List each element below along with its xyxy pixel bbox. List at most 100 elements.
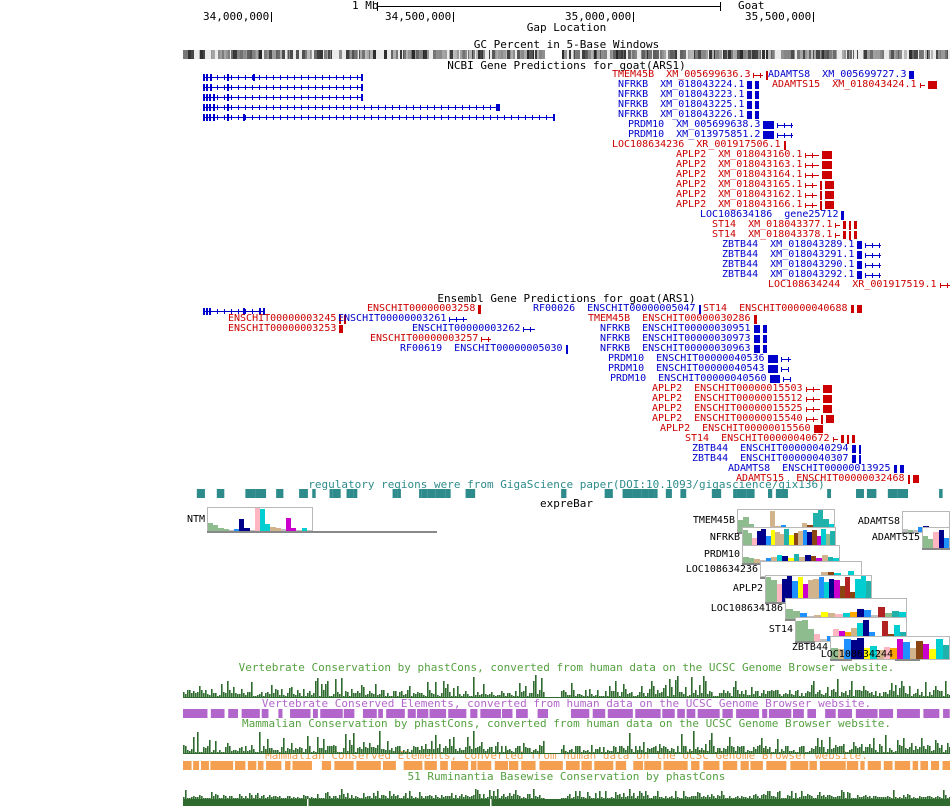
gene-entry-APLP2[interactable]: APLP2 ENSCHIT00000015525 (652, 404, 832, 414)
gene-entry-ADAMTS8[interactable]: ADAMTS8 XM_005699727.3 (768, 70, 915, 80)
exprebar-chart-PRDM10[interactable] (742, 545, 840, 564)
mammalian-conservation-track[interactable] (183, 731, 950, 754)
gene-entry-ZBTB44[interactable]: ZBTB44 XM_018043292.1 (722, 270, 882, 280)
gene-model-structure[interactable] (203, 308, 265, 316)
gene-entry-LOC108634236[interactable]: LOC108634236 XR_001917506.1 (612, 140, 786, 150)
gene-entry-ZBTB44[interactable]: ZBTB44 XM_018043291.1 (722, 250, 882, 260)
vertebrate-elements-track[interactable] (183, 709, 950, 718)
gene-entry-APLP2[interactable]: APLP2 XM_018043166.1 (676, 200, 835, 210)
gene-model-structure[interactable] (203, 104, 500, 112)
gene-entry-TMEM45B[interactable]: TMEM45B XM_005699636.3 (612, 70, 769, 80)
gene-entry-APLP2[interactable]: APLP2 XM_018043163.1 (676, 160, 833, 170)
regulatory-regions-title[interactable]: regulatory regions were from GigaScience… (308, 478, 825, 491)
ruler[interactable]: 1 Mb Goat 34,000,000 34,500,000 35,000,000… (0, 0, 950, 22)
gene-model-glyph (753, 71, 764, 79)
gene-entry-RF00619[interactable]: RF00619 ENSCHIT00000005030 (400, 344, 568, 354)
gene-entry-ST14[interactable]: ST14 XM_018043377.1 (712, 220, 858, 230)
gene-entry-ADAMTS15[interactable]: ADAMTS15 ENSCHIT00000032468 (736, 474, 919, 484)
gene-span-line (902, 532, 914, 534)
gene-entry-APLP2[interactable]: APLP2 ENSCHIT00000015503 (652, 384, 832, 394)
gene-label: ZBTB44 ENSCHIT00000040307 (692, 453, 849, 464)
expression-bar (857, 638, 864, 659)
gene-entry-ENSCHIT00000003261[interactable]: ENSCHIT00000003261 (338, 314, 468, 324)
ncbi-genes-title[interactable]: NCBI Gene Predictions for goat(ARS1) (447, 59, 686, 72)
gene-entry-NFRKB[interactable]: NFRKB XM_018043223.1 (618, 90, 760, 100)
gene-model-structure[interactable] (203, 74, 363, 82)
gene-entry-NFRKB[interactable]: NFRKB XM_018043226.1 (618, 110, 760, 120)
gene-entry-NFRKB[interactable]: NFRKB XM_018043224.1 (618, 80, 760, 90)
gene-entry-PRDM10[interactable]: PRDM10 ENSCHIT00000040543 (608, 364, 789, 374)
gene-entry-ST14[interactable]: ST14 ENSCHIT00000040672 (685, 434, 855, 444)
ruminantia-dense-band[interactable] (183, 799, 950, 806)
gene-model-structure[interactable] (203, 114, 555, 122)
gene-entry-APLP2[interactable]: APLP2 XM_018043164.1 (676, 170, 833, 180)
gene-entry-NFRKB[interactable]: NFRKB ENSCHIT00000030963 (600, 344, 767, 354)
vertebrate-conservation-track[interactable] (183, 675, 950, 698)
gene-model-glyph (865, 271, 882, 279)
gene-model-glyph (822, 151, 833, 159)
gene-entry-NFRKB[interactable]: NFRKB XM_018043225.1 (618, 100, 760, 110)
gene-entry-NFRKB[interactable]: NFRKB ENSCHIT00000030951 (600, 324, 767, 334)
gene-entry-APLP2[interactable]: APLP2 XM_018043160.1 (676, 150, 833, 160)
gene-entry-APLP2[interactable]: APLP2 ENSCHIT00000015540 (652, 414, 834, 424)
ruminantia-conservation-title[interactable]: 51 Ruminantia Basewise Conservation by p… (407, 770, 726, 783)
gene-entry-ZBTB44[interactable]: ZBTB44 ENSCHIT00000040307 (692, 454, 861, 464)
gene-model-structure[interactable] (203, 84, 363, 92)
gap-location-title[interactable]: Gap Location (526, 21, 607, 34)
exprebar-chart-ADAMTS15[interactable] (922, 527, 950, 549)
gene-entry-APLP2[interactable]: APLP2 XM_018043165.1 (676, 180, 835, 190)
mammalian-conservation-title[interactable]: Mammalian Conservation by phastCons, con… (241, 717, 891, 730)
expression-bar (286, 518, 292, 531)
scale-bar-left-tick (377, 2, 378, 11)
expression-bar (877, 607, 885, 619)
gene-entry-APLP2[interactable]: APLP2 ENSCHIT00000015560 (660, 424, 823, 434)
expression-bar (802, 620, 809, 641)
ensembl-genes-title[interactable]: Ensembl Gene Predictions for goat(ARS1) (437, 292, 696, 305)
gene-model-glyph (753, 314, 757, 324)
gene-model-glyph (822, 171, 833, 179)
exprebar-chart-APLP2[interactable] (765, 575, 872, 603)
exprebar-chart-ZBTB44[interactable] (830, 636, 950, 660)
gene-model-structure[interactable] (203, 94, 363, 102)
gene-entry-ADAMTS15[interactable]: ADAMTS15 XM_018043424.1 (772, 80, 937, 90)
regulatory-regions-track[interactable] (183, 489, 950, 498)
mammalian-elements-title[interactable]: Mammalian Conserved Elements, converted … (265, 749, 868, 762)
gene-entry-ENSCHIT00000003262[interactable]: ENSCHIT00000003262 (412, 324, 536, 334)
gc-percent-title[interactable]: GC Percent in 5-Base Windows (473, 38, 660, 51)
gene-entry-PRDM10[interactable]: PRDM10 XM_005699638.3 (628, 120, 794, 130)
gene-entry-ENSCHIT00000003258[interactable]: ENSCHIT00000003258 (367, 304, 482, 314)
gene-entry-TMEM45B[interactable]: TMEM45B ENSCHIT00000030286 (588, 314, 757, 324)
gene-entry-APLP2[interactable]: APLP2 ENSCHIT00000015512 (652, 394, 832, 404)
gene-model-glyph (849, 220, 852, 230)
gene-entry-LOC108634244[interactable]: LOC108634244 XR_001917519.1 (768, 280, 950, 290)
gene-entry-NFRKB[interactable]: NFRKB ENSCHIT00000030973 (600, 334, 767, 344)
gene-entry-ZBTB44[interactable]: ZBTB44 XM_018043289.1 (722, 240, 882, 250)
gene-entry-ENSCHIT00000003257[interactable]: ENSCHIT00000003257 (370, 334, 492, 344)
gc-percent-track[interactable] (183, 50, 950, 59)
gene-entry-ST14[interactable]: ST14 XM_018043378.1 (712, 230, 858, 240)
mammalian-elements-track[interactable] (183, 761, 950, 770)
gene-entry-APLP2[interactable]: APLP2 XM_018043162.1 (676, 190, 835, 200)
gene-entry-PRDM10[interactable]: PRDM10 ENSCHIT00000040536 (608, 354, 791, 364)
gene-entry-LOC108634186[interactable]: LOC108634186 gene25712 (700, 210, 845, 220)
vertebrate-elements-title[interactable]: Vertebrate Conserved Elements, converted… (261, 697, 872, 710)
gene-entry-ENSCHIT00000003245[interactable]: ENSCHIT00000003245 (228, 314, 347, 324)
gene-entry-ST14[interactable]: ST14 ENSCHIT00000040688 (703, 304, 862, 314)
gene-label: PRDM10 ENSCHIT00000040560 (610, 373, 767, 384)
gene-entry-PRDM10[interactable]: PRDM10 ENSCHIT00000040560 (610, 374, 791, 384)
vertebrate-conservation-title[interactable]: Vertebrate Conservation by phastCons, co… (238, 661, 895, 674)
gene-model-glyph (782, 375, 791, 383)
expression-bar (842, 613, 850, 619)
gene-model-glyph (805, 181, 818, 189)
gene-entry-ZBTB44[interactable]: ZBTB44 ENSCHIT00000040294 (692, 444, 861, 454)
gene-entry-ZBTB44[interactable]: ZBTB44 XM_018043290.1 (722, 260, 882, 270)
gene-entry-ENSCHIT00000003253[interactable]: ENSCHIT00000003253 (228, 324, 344, 334)
gene-entry-ADAMTS8[interactable]: ADAMTS8 ENSCHIT00000013925 (728, 464, 904, 474)
exprebar-title[interactable]: expreBar (540, 497, 593, 510)
gene-entry-PRDM10[interactable]: PRDM10 XM_013975851.2 (628, 130, 794, 140)
expression-bar (913, 530, 919, 532)
exprebar-chart-NFRKB[interactable] (742, 527, 836, 549)
expression-bar (820, 639, 827, 641)
gene-entry-RF00026[interactable]: RF00026 ENSCHIT00000005047 (533, 304, 701, 314)
exprebar-chart-NTM[interactable] (207, 507, 313, 532)
